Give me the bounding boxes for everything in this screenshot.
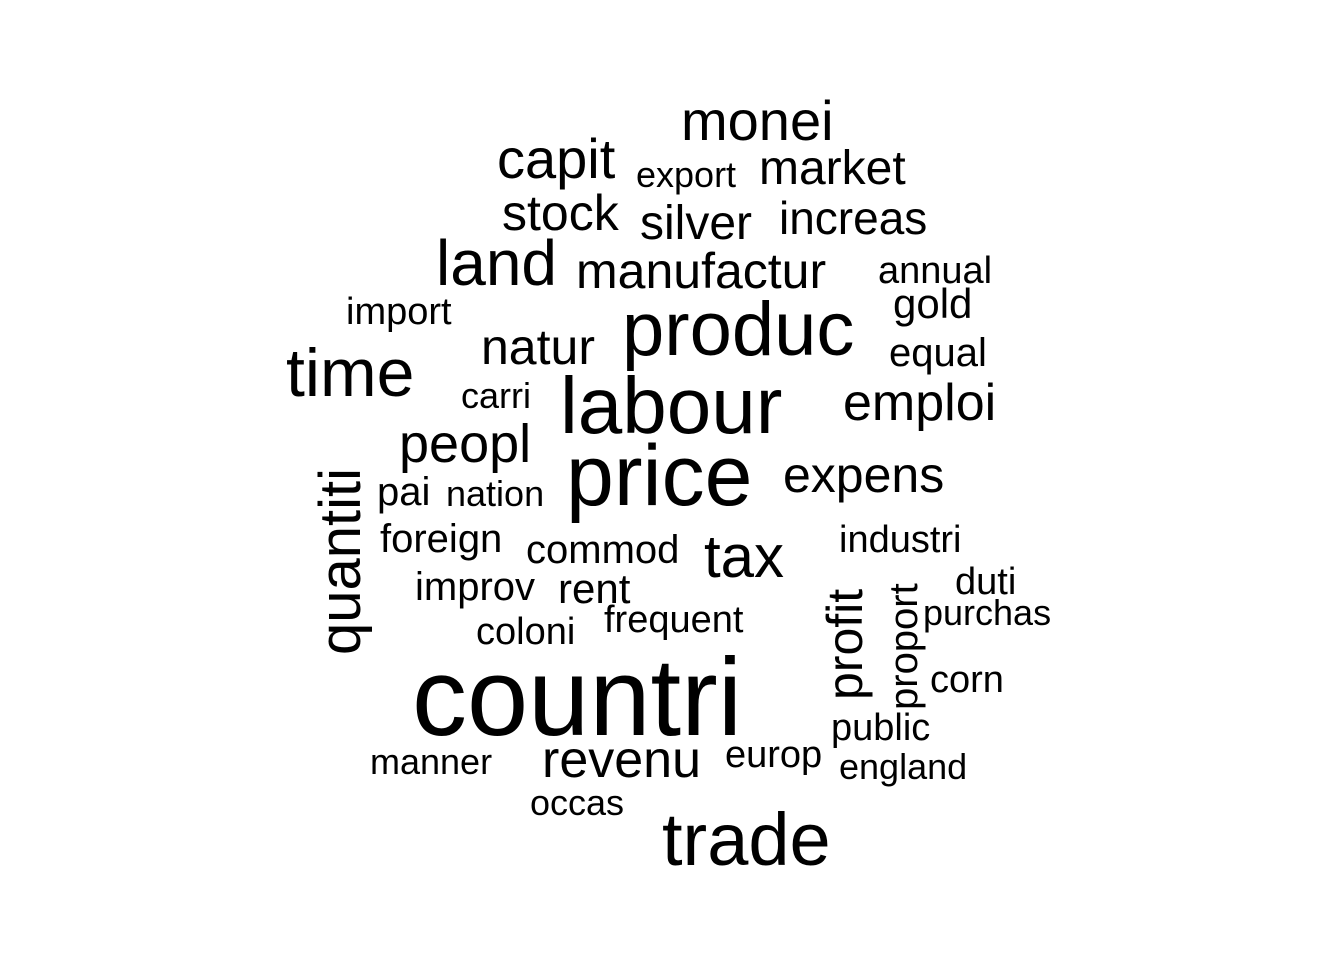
- word-gold: gold: [893, 280, 972, 327]
- word-trade: trade: [662, 798, 831, 881]
- word-stock: stock: [502, 185, 620, 241]
- word-carri: carri: [461, 375, 531, 416]
- word-land: land: [436, 227, 557, 299]
- word-export: export: [636, 154, 736, 195]
- word-equal: equal: [889, 331, 987, 375]
- word-increas: increas: [779, 192, 927, 244]
- word-corn: corn: [930, 659, 1004, 701]
- word-public: public: [831, 707, 930, 749]
- word-improv: improv: [415, 565, 535, 609]
- word-price: price: [566, 428, 752, 524]
- word-manufactur: manufactur: [576, 243, 826, 299]
- word-commod: commod: [526, 528, 679, 572]
- word-capit: capit: [497, 127, 616, 190]
- word-revenu: revenu: [542, 731, 701, 789]
- word-produc: produc: [622, 287, 854, 372]
- word-tax: tax: [704, 523, 784, 590]
- word-manner: manner: [370, 741, 492, 782]
- word-market: market: [759, 142, 906, 195]
- word-labour: labour: [560, 361, 782, 450]
- word-monei: monei: [681, 89, 834, 152]
- word-industri: industri: [839, 519, 962, 561]
- word-quantiti: quantiti: [308, 468, 373, 655]
- word-profit: profit: [817, 589, 873, 700]
- word-foreign: foreign: [380, 517, 502, 561]
- word-europ: europ: [725, 734, 822, 776]
- word-countri: countri: [412, 636, 742, 759]
- word-purchas: purchas: [923, 592, 1051, 633]
- word-frequent: frequent: [604, 599, 744, 641]
- word-time: time: [286, 335, 414, 411]
- word-expens: expens: [783, 447, 944, 503]
- word-duti: duti: [955, 561, 1016, 603]
- word-coloni: coloni: [476, 611, 575, 653]
- word-silver: silver: [640, 197, 752, 250]
- word-nation: nation: [446, 473, 544, 514]
- word-proport: proport: [882, 583, 926, 710]
- word-emploi: emploi: [843, 374, 996, 432]
- word-occas: occas: [530, 782, 624, 823]
- word-natur: natur: [481, 319, 595, 375]
- word-peopl: peopl: [399, 414, 531, 474]
- word-england: england: [839, 746, 967, 787]
- word-rent: rent: [558, 565, 631, 612]
- word-pai: pai: [377, 470, 430, 514]
- word-annual: annual: [878, 250, 992, 292]
- word-import: import: [346, 291, 452, 333]
